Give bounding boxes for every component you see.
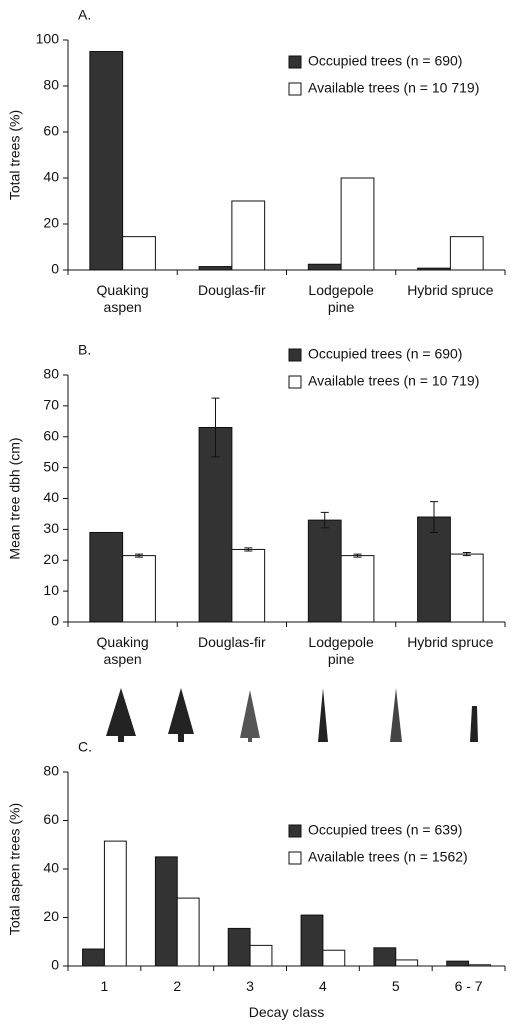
y-tick-label: 60 [43, 811, 59, 827]
y-tick-label: 10 [43, 582, 59, 598]
y-axis-title: Total aspen trees (%) [7, 803, 23, 935]
bar [155, 857, 177, 966]
bar [90, 532, 123, 622]
figure: A.Total trees (%)020406080100Occupied tr… [0, 0, 514, 1027]
y-tick-label: 0 [51, 957, 59, 973]
legend-swatch [289, 83, 301, 95]
bar [447, 961, 469, 966]
legend-swatch [289, 56, 301, 68]
x-tick-label: Quaking aspen [79, 634, 167, 668]
legend-label: Occupied trees (n = 690) [308, 346, 462, 362]
y-tick-label: 0 [51, 613, 59, 629]
bar [396, 960, 418, 966]
legend-swatch [289, 376, 301, 388]
panel-label: C. [78, 739, 92, 755]
y-tick-label: 60 [43, 123, 59, 139]
y-tick-label: 70 [43, 397, 59, 413]
legend-label: Available trees (n = 10 719) [308, 80, 479, 96]
bar [374, 948, 396, 966]
bar [90, 52, 123, 271]
x-tick-label: Hybrid spruce [406, 282, 494, 299]
bar [123, 556, 156, 622]
y-axis-title: Total trees (%) [7, 110, 23, 200]
x-axis-title: Decay class [207, 1004, 367, 1021]
bar [341, 556, 374, 622]
bar [323, 950, 345, 966]
y-tick-label: 20 [43, 215, 59, 231]
legend-label: Occupied trees (n = 639) [308, 822, 462, 838]
x-tick-label: Lodgepole pine [297, 634, 385, 668]
x-tick-label: Hybrid spruce [406, 634, 494, 651]
x-tick-label: Lodgepole pine [297, 282, 385, 316]
y-tick-label: 50 [43, 458, 59, 474]
y-tick-label: 80 [43, 763, 59, 779]
y-tick-label: 20 [43, 908, 59, 924]
bar [308, 264, 341, 270]
legend-label: Available trees (n = 1562) [308, 849, 468, 865]
panel-label: B. [78, 342, 91, 358]
legend-label: Occupied trees (n = 690) [308, 53, 462, 69]
bar [228, 928, 250, 966]
y-tick-label: 80 [43, 366, 59, 382]
chart: A.Total trees (%)020406080100Occupied tr… [0, 0, 514, 1027]
y-tick-label: 40 [43, 860, 59, 876]
bar [83, 949, 105, 966]
bar [341, 178, 374, 270]
bar [469, 965, 491, 966]
bar [250, 945, 272, 966]
bar [104, 841, 126, 966]
y-axis-title: Mean tree dbh (cm) [7, 437, 23, 559]
x-tick-label: 6 - 7 [425, 978, 513, 995]
panel-label: A. [78, 7, 91, 23]
y-tick-label: 80 [43, 77, 59, 93]
bar [308, 520, 341, 622]
bar [450, 554, 483, 622]
y-tick-label: 20 [43, 551, 59, 567]
y-tick-label: 40 [43, 169, 59, 185]
legend-label: Available trees (n = 10 719) [308, 373, 479, 389]
y-tick-label: 30 [43, 520, 59, 536]
legend-swatch [289, 825, 301, 837]
x-tick-label: Quaking aspen [79, 282, 167, 316]
x-tick-label: Douglas-fir [188, 634, 276, 651]
y-tick-label: 40 [43, 489, 59, 505]
bar [199, 267, 232, 270]
bar [232, 201, 265, 270]
x-tick-label: Douglas-fir [188, 282, 276, 299]
bar [232, 549, 265, 622]
bar [177, 898, 199, 966]
legend-swatch [289, 349, 301, 361]
legend-swatch [289, 852, 301, 864]
bar [450, 237, 483, 270]
y-tick-label: 0 [51, 261, 59, 277]
bar [123, 237, 156, 270]
y-tick-label: 60 [43, 427, 59, 443]
y-tick-label: 100 [36, 31, 60, 47]
bar [418, 268, 451, 270]
tree-icons [106, 688, 478, 742]
bar [301, 915, 323, 966]
